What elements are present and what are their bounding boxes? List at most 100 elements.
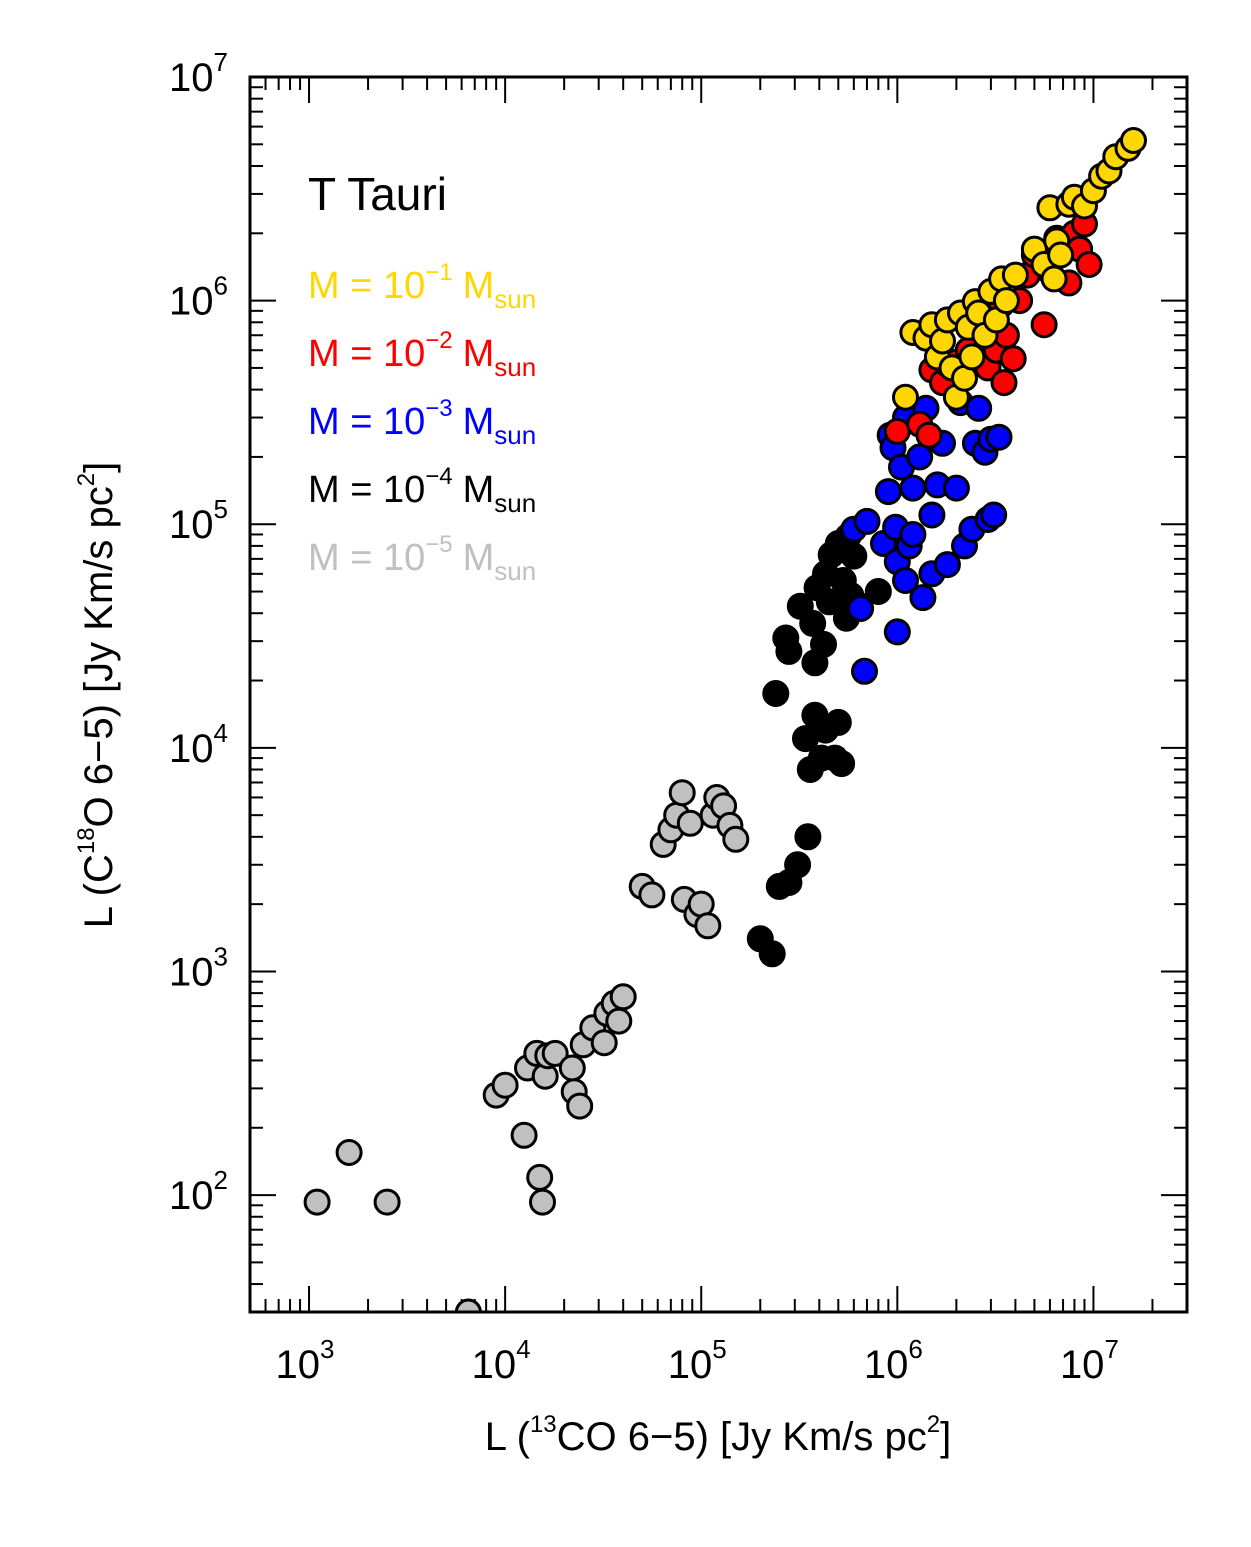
data-point xyxy=(915,421,943,449)
y-tick-label-exp: 7 xyxy=(214,47,228,77)
x-axis-label-suffix: ] xyxy=(940,1415,951,1459)
legend-entry-unit: M xyxy=(463,401,495,443)
data-point xyxy=(558,1054,586,1082)
legend-entry-exp: −3 xyxy=(425,395,452,422)
data-point xyxy=(899,521,927,548)
y-axis-label-sup2: 2 xyxy=(73,473,100,486)
data-point xyxy=(454,1298,482,1312)
data-point xyxy=(373,1188,401,1216)
x-tick-label-exp: 5 xyxy=(712,1334,726,1364)
y-tick-label: 104 xyxy=(169,718,228,771)
data-point xyxy=(824,708,852,736)
legend-entry-exp: −5 xyxy=(425,531,452,558)
x-axis-label-sup: 13 xyxy=(530,1411,557,1438)
legend-entry-exp: −1 xyxy=(425,259,452,286)
x-axis-label: L (13CO 6−5) [Jy Km/s pc2] xyxy=(485,1411,952,1459)
series-group xyxy=(303,779,750,1312)
legend-entry-sub: sun xyxy=(494,488,536,518)
data-point xyxy=(992,287,1020,315)
x-tick-label-exp: 6 xyxy=(908,1334,922,1364)
y-tick-label-base: 10 xyxy=(169,727,214,771)
legend-entry-sub: sun xyxy=(494,352,536,382)
data-point xyxy=(958,343,986,371)
x-tick-label: 104 xyxy=(472,1334,531,1387)
data-point xyxy=(784,851,812,879)
data-point xyxy=(864,578,892,605)
x-tick-labels: 103 104 105 106 107 xyxy=(276,1334,1119,1387)
y-axis-label: L (C18O 6−5) [Jy Km/s pc2] xyxy=(73,462,121,929)
y-tick-label: 105 xyxy=(169,494,228,547)
data-point xyxy=(335,1139,363,1166)
data-point xyxy=(722,825,750,853)
x-tick-label-exp: 3 xyxy=(320,1334,334,1364)
data-point xyxy=(1001,261,1029,289)
data-point xyxy=(566,1092,594,1120)
data-point xyxy=(526,1163,554,1191)
data-point xyxy=(985,423,1013,451)
y-tick-label-exp: 4 xyxy=(214,718,228,748)
data-point xyxy=(883,417,911,445)
x-tick-label-base: 10 xyxy=(668,1343,713,1387)
x-tick-label-base: 10 xyxy=(864,1343,909,1387)
data-point xyxy=(510,1121,538,1149)
data-point xyxy=(980,501,1008,529)
data-point xyxy=(303,1188,331,1216)
data-point xyxy=(1040,265,1068,293)
y-tick-label-base: 10 xyxy=(169,1174,214,1218)
data-point xyxy=(668,779,696,807)
y-tick-label-base: 10 xyxy=(169,503,214,547)
data-point xyxy=(609,983,637,1011)
y-tick-label: 102 xyxy=(169,1165,228,1218)
legend-entry-text: M = 10 xyxy=(308,333,425,375)
legend-entry: M = 10−1 Msun xyxy=(308,259,536,314)
legend-entry: M = 10−5 Msun xyxy=(308,531,536,586)
data-point xyxy=(676,809,704,837)
x-tick-label: 105 xyxy=(668,1334,727,1387)
legend-entry-exp: −4 xyxy=(425,463,452,490)
legend-entry: M = 10−3 Msun xyxy=(308,395,536,450)
y-tick-label-exp: 6 xyxy=(214,271,228,301)
y-axis-label-mid: O 6−5) [Jy Km/s pc xyxy=(77,486,121,827)
legend-entry: M = 10−4 Msun xyxy=(308,463,536,518)
data-point xyxy=(999,345,1027,373)
legend-entry-text: M = 10 xyxy=(308,537,425,579)
y-axis-label-prefix: L (C xyxy=(77,854,121,928)
x-tick-label-base: 10 xyxy=(276,1343,321,1387)
data-point xyxy=(605,1007,633,1035)
legend-entry-text: M = 10 xyxy=(308,469,425,511)
x-tick-label-exp: 4 xyxy=(516,1334,530,1364)
legend-entry-unit: M xyxy=(463,333,495,375)
data-point xyxy=(847,595,875,622)
legend-entry-text: M = 10 xyxy=(308,401,425,443)
data-point xyxy=(942,474,970,502)
y-axis-label-sup: 18 xyxy=(73,827,100,854)
data-point xyxy=(694,912,722,940)
data-point xyxy=(840,542,868,570)
data-point xyxy=(892,567,919,594)
data-point xyxy=(899,474,927,502)
data-point xyxy=(794,823,822,851)
chart-title: T Tauri xyxy=(308,168,447,220)
x-tick-label: 106 xyxy=(864,1334,923,1387)
data-point xyxy=(853,507,881,535)
legend-entry-sub: sun xyxy=(494,556,536,586)
x-axis-label-sup2: 2 xyxy=(927,1411,940,1438)
y-tick-label-exp: 5 xyxy=(214,494,228,524)
legend-entry-sub: sun xyxy=(494,420,536,450)
data-points xyxy=(303,127,1147,1312)
x-tick-label: 107 xyxy=(1060,1334,1119,1387)
x-axis-label-prefix: L ( xyxy=(485,1415,531,1459)
data-point xyxy=(1120,127,1147,154)
plot-frame xyxy=(248,75,1189,1314)
data-point xyxy=(529,1188,556,1216)
legend-entry-unit: M xyxy=(463,265,495,307)
legend-entry: M = 10−2 Msun xyxy=(308,327,536,382)
data-point xyxy=(810,630,837,658)
data-point xyxy=(1047,241,1075,269)
y-tick-label-base: 10 xyxy=(169,950,214,994)
y-tick-label-exp: 2 xyxy=(214,1165,228,1195)
y-tick-label-base: 10 xyxy=(169,56,214,100)
data-point xyxy=(828,750,856,778)
data-point xyxy=(883,618,911,646)
